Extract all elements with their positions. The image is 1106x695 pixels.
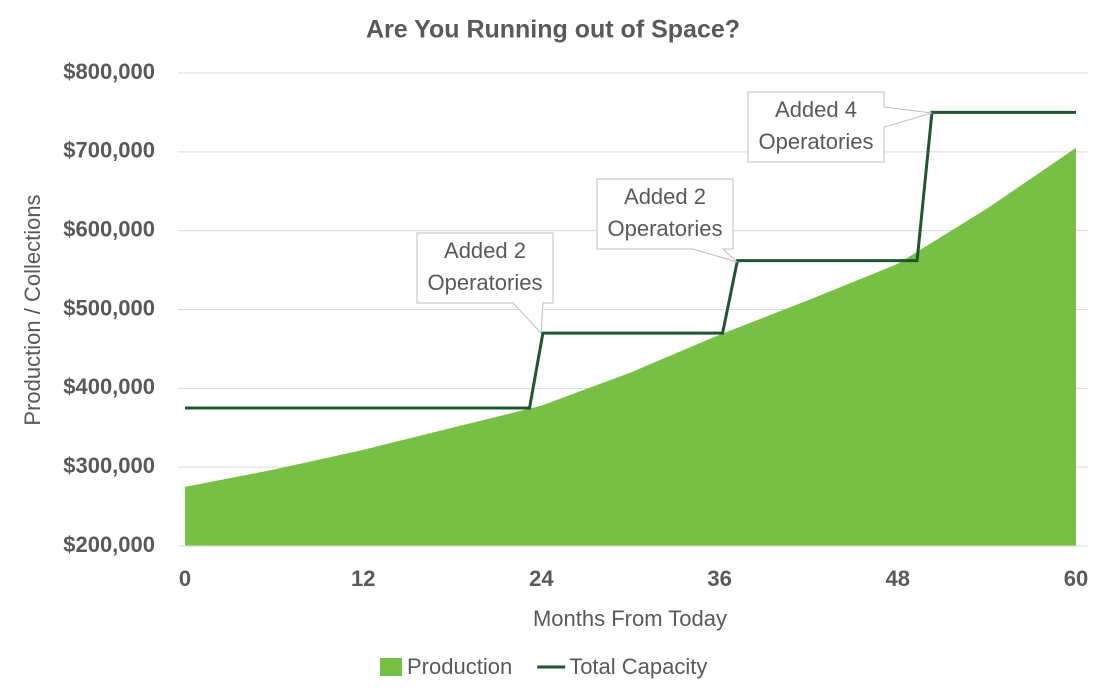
callout-text: Operatories [759,129,874,154]
legend-label: Production [407,654,512,679]
chart-title: Are You Running out of Space? [366,16,740,44]
callout-text: Added 2 [624,184,706,209]
y-tick-label: $400,000 [63,374,155,399]
x-tick-label: 48 [886,566,910,591]
y-tick-label: $800,000 [63,59,155,84]
y-tick-label: $200,000 [63,532,155,557]
x-tick-label: 12 [351,566,375,591]
x-axis-label: Months From Today [533,606,727,631]
callout-text: Added 4 [775,97,857,122]
y-tick-label: $500,000 [63,295,155,320]
y-tick-label: $300,000 [63,453,155,478]
callout-box [596,178,738,263]
y-axis-label: Production / Collections [20,194,45,425]
callout-text: Added 2 [444,238,526,263]
x-tick-label: 60 [1064,566,1088,591]
callout-box [747,91,933,163]
y-tick-label: $700,000 [63,138,155,163]
x-tick-label: 0 [179,566,191,591]
y-tick-label: $600,000 [63,216,155,241]
x-tick-label: 24 [529,566,554,591]
callout-box [416,232,554,335]
callout-text: Operatories [608,216,723,241]
capacity-line [185,110,1076,410]
legend-swatch [380,658,402,676]
x-tick-label: 36 [707,566,731,591]
legend-label: Total Capacity [569,654,707,679]
callout-text: Operatories [428,270,543,295]
production-area [185,147,1076,546]
